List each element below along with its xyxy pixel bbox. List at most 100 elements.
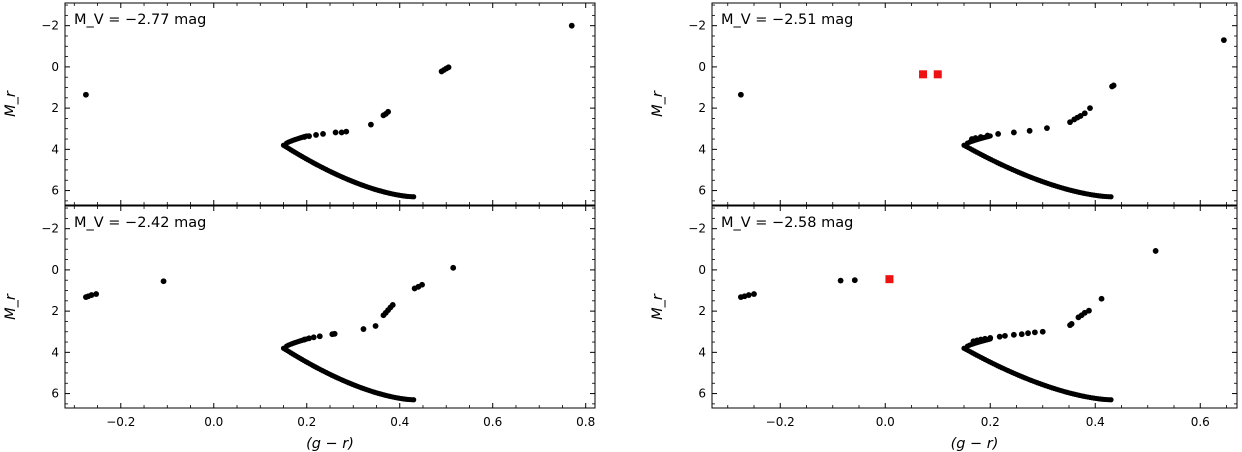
y-tick-label: 0 [51, 263, 59, 277]
data-point [83, 91, 89, 98]
x-tick-label: 0.0 [204, 415, 223, 429]
data-point [1031, 329, 1038, 336]
plot-frame [711, 205, 1238, 409]
y-tick-label: 6 [51, 184, 59, 198]
y-tick-label: 4 [698, 142, 706, 156]
y-axis-label: M_r [650, 293, 666, 320]
data-point [1220, 37, 1227, 44]
data-point [385, 108, 392, 115]
data-point [445, 64, 452, 71]
highlight-point [919, 70, 928, 79]
plot-frame [64, 2, 596, 206]
panel-bottom-right: −2 0 2 4 6 −0.2 0.0 0.2 0.4 0.6 M_r (g − r) M_V = −2… [650, 205, 1238, 452]
plot-frame [64, 205, 596, 409]
x-tick-label: 0.4 [1086, 415, 1105, 429]
highlight-point [933, 70, 942, 79]
y-tick-label: −2 [41, 19, 59, 33]
data-point [380, 312, 387, 319]
panel-top-right: −2 0 2 4 6 M_r M_V = −2.51 mag [650, 2, 1238, 206]
data-point [301, 134, 308, 140]
data-point [301, 336, 308, 343]
data-point [1067, 322, 1073, 329]
y-tick-label: 0 [51, 60, 59, 74]
data-point [851, 277, 858, 284]
data-point [1010, 331, 1017, 338]
data-point [411, 285, 418, 292]
y-tick-label: 2 [51, 304, 59, 318]
data-point [306, 335, 312, 342]
data-point [996, 333, 1003, 340]
data-point [737, 91, 744, 98]
y-tick-label: 6 [51, 387, 59, 401]
isochrone-point [1108, 397, 1114, 403]
data-point [1109, 83, 1115, 90]
data-point [970, 338, 977, 345]
isochrone-point [1108, 194, 1114, 200]
y-tick-label: 4 [698, 345, 706, 359]
data-point [1087, 105, 1093, 112]
data-point [977, 134, 984, 140]
x-axis-label: (g − r) [951, 436, 999, 452]
isochrone-point [411, 194, 417, 200]
highlight-point [885, 275, 894, 284]
data-point [1098, 295, 1105, 302]
y-tick-label: 2 [698, 304, 706, 318]
y-axis-label: M_r [3, 293, 19, 320]
data-point [1152, 248, 1159, 254]
data-point [1002, 332, 1008, 339]
data-point [568, 22, 575, 29]
data-point [751, 291, 757, 297]
data-point [1039, 328, 1046, 335]
x-tick-label: 0.4 [390, 415, 409, 429]
x-tick-label: 0.0 [876, 415, 895, 429]
panel-top-left: −2 0 2 4 6 M_r M_V = −2.77 mag [3, 2, 596, 206]
x-tick-label: 0.8 [576, 415, 595, 429]
data-point [1067, 119, 1073, 126]
y-axis-label: M_r [3, 90, 19, 117]
data-point [1010, 129, 1017, 136]
y-tick-label: 2 [51, 101, 59, 115]
x-tick-label: 0.6 [483, 415, 502, 429]
magnitude-annotation: M_V = −2.42 mag [74, 215, 206, 231]
data-point [1075, 314, 1082, 321]
data-point [360, 326, 367, 332]
data-point [329, 331, 336, 338]
data-point [1018, 331, 1025, 338]
data-point [332, 129, 339, 136]
x-tick-label: 0.2 [297, 415, 316, 429]
isochrone-point [411, 397, 417, 403]
data-point [745, 292, 752, 298]
data-point [306, 133, 312, 140]
y-axis-label: M_r [650, 90, 666, 117]
data-point [968, 136, 975, 142]
data-point [310, 334, 317, 341]
data-point [160, 278, 167, 285]
y-tick-label: 4 [51, 345, 59, 359]
x-tick-label: −0.2 [106, 415, 135, 429]
data-point [313, 132, 319, 138]
data-point [93, 291, 100, 297]
data-point [372, 323, 379, 329]
data-point [837, 277, 844, 284]
y-tick-label: −2 [688, 19, 706, 33]
magnitude-annotation: M_V = −2.58 mag [721, 215, 853, 231]
data-point [368, 121, 374, 128]
y-tick-label: 0 [698, 60, 706, 74]
x-tick-label: 0.2 [981, 415, 1000, 429]
data-point [984, 132, 991, 139]
data-point [987, 335, 994, 341]
x-tick-label: −0.2 [766, 415, 795, 429]
data-point [450, 264, 457, 271]
x-axis-label: (g − r) [306, 436, 354, 452]
data-point [1025, 330, 1031, 337]
data-point [88, 292, 95, 298]
y-tick-label: 0 [698, 263, 706, 277]
panel-bottom-left: −2 0 2 4 6 −0.2 0.0 0.2 0.4 0.6 0.8 M_r (g − r) M_V =… [3, 205, 596, 452]
y-tick-label: −2 [688, 222, 706, 236]
plot-frame [711, 2, 1238, 206]
data-point [1071, 116, 1078, 123]
magnitude-annotation: M_V = −2.77 mag [74, 12, 206, 28]
data-point [995, 130, 1002, 137]
magnitude-annotation: M_V = −2.51 mag [721, 12, 853, 28]
data-point [338, 129, 345, 136]
